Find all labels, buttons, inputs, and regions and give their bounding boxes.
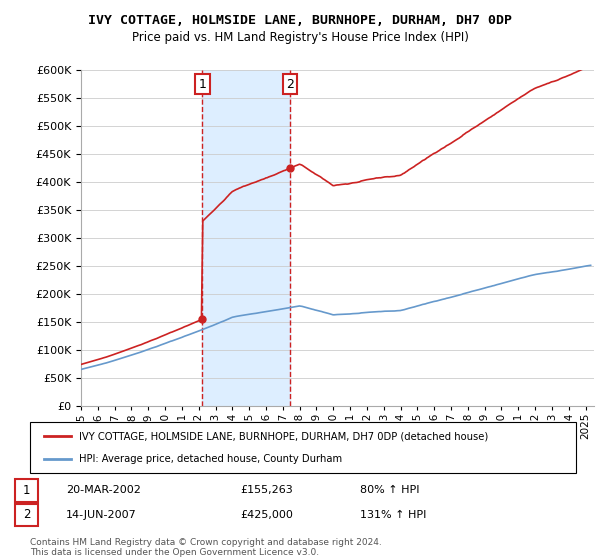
Text: 2: 2 <box>23 508 30 521</box>
Text: 1: 1 <box>23 484 30 497</box>
Bar <box>15 479 38 502</box>
Text: Contains HM Land Registry data © Crown copyright and database right 2024.
This d: Contains HM Land Registry data © Crown c… <box>30 538 382 557</box>
Bar <box>202 70 290 406</box>
Text: 2: 2 <box>286 77 295 91</box>
Text: IVY COTTAGE, HOLMSIDE LANE, BURNHOPE, DURHAM, DH7 0DP: IVY COTTAGE, HOLMSIDE LANE, BURNHOPE, DU… <box>88 14 512 27</box>
Text: HPI: Average price, detached house, County Durham: HPI: Average price, detached house, Coun… <box>79 454 342 464</box>
Text: 131% ↑ HPI: 131% ↑ HPI <box>360 510 427 520</box>
FancyBboxPatch shape <box>30 422 576 473</box>
Text: 14-JUN-2007: 14-JUN-2007 <box>66 510 137 520</box>
Text: £425,000: £425,000 <box>240 510 293 520</box>
Text: 80% ↑ HPI: 80% ↑ HPI <box>360 486 419 496</box>
Text: 1: 1 <box>199 77 206 91</box>
Text: £155,263: £155,263 <box>240 486 293 496</box>
Bar <box>15 503 38 526</box>
Text: 20-MAR-2002: 20-MAR-2002 <box>66 486 141 496</box>
Text: IVY COTTAGE, HOLMSIDE LANE, BURNHOPE, DURHAM, DH7 0DP (detached house): IVY COTTAGE, HOLMSIDE LANE, BURNHOPE, DU… <box>79 431 488 441</box>
Text: Price paid vs. HM Land Registry's House Price Index (HPI): Price paid vs. HM Land Registry's House … <box>131 31 469 44</box>
